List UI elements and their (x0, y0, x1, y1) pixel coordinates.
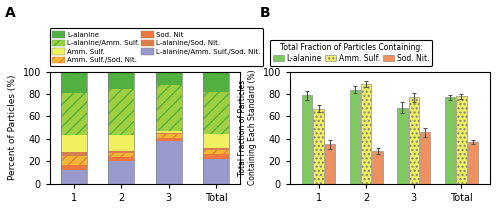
Bar (156, 85, 182, 131)
Y-axis label: Percent of Particles (%): Percent of Particles (%) (8, 75, 17, 180)
Bar (108, 72, 134, 184)
Bar (156, 134, 182, 138)
Bar (60, 72, 87, 184)
Bar (60, 135, 87, 152)
Bar (108, 72, 134, 89)
Bar (108, 157, 134, 161)
Bar (420, 132, 430, 184)
Bar (60, 72, 87, 93)
Bar (156, 138, 182, 141)
Bar (156, 131, 182, 133)
Text: B: B (260, 6, 270, 20)
Bar (397, 108, 407, 184)
Bar (60, 165, 87, 170)
Legend: L-alanine, L-alanine/Amm. Sulf., Amm. Sulf., Amm. Sulf./Sod. Nit., Sod. Nit, L-a: L-alanine, L-alanine/Amm. Sulf., Amm. Su… (50, 28, 263, 66)
Bar (203, 72, 230, 92)
Bar (203, 150, 230, 154)
Bar (60, 93, 87, 135)
Y-axis label: Total Fraction of Particles
Containing Each Standard (%): Total Fraction of Particles Containing E… (238, 70, 257, 185)
Bar (445, 97, 455, 184)
Bar (108, 89, 134, 135)
Bar (108, 135, 134, 151)
Text: A: A (5, 6, 16, 20)
Bar (203, 72, 230, 184)
Bar (203, 92, 230, 134)
Bar (203, 159, 230, 184)
Bar (108, 151, 134, 153)
Bar (456, 96, 466, 184)
Bar (156, 72, 182, 184)
Bar (361, 84, 372, 184)
Legend: L-alanine, Amm. Sulf., Sod. Nit.: L-alanine, Amm. Sulf., Sod. Nit. (270, 40, 432, 66)
Bar (60, 152, 87, 156)
Bar (350, 90, 360, 184)
Bar (325, 144, 335, 184)
Bar (302, 95, 312, 184)
Bar (203, 148, 230, 150)
Bar (60, 170, 87, 184)
Bar (108, 153, 134, 157)
Bar (156, 72, 182, 85)
Bar (203, 134, 230, 148)
Bar (60, 156, 87, 165)
Bar (108, 161, 134, 184)
Bar (468, 142, 478, 184)
Bar (156, 133, 182, 134)
Bar (408, 97, 419, 184)
Bar (314, 109, 324, 184)
Bar (156, 141, 182, 184)
Bar (203, 154, 230, 159)
Bar (372, 151, 383, 184)
